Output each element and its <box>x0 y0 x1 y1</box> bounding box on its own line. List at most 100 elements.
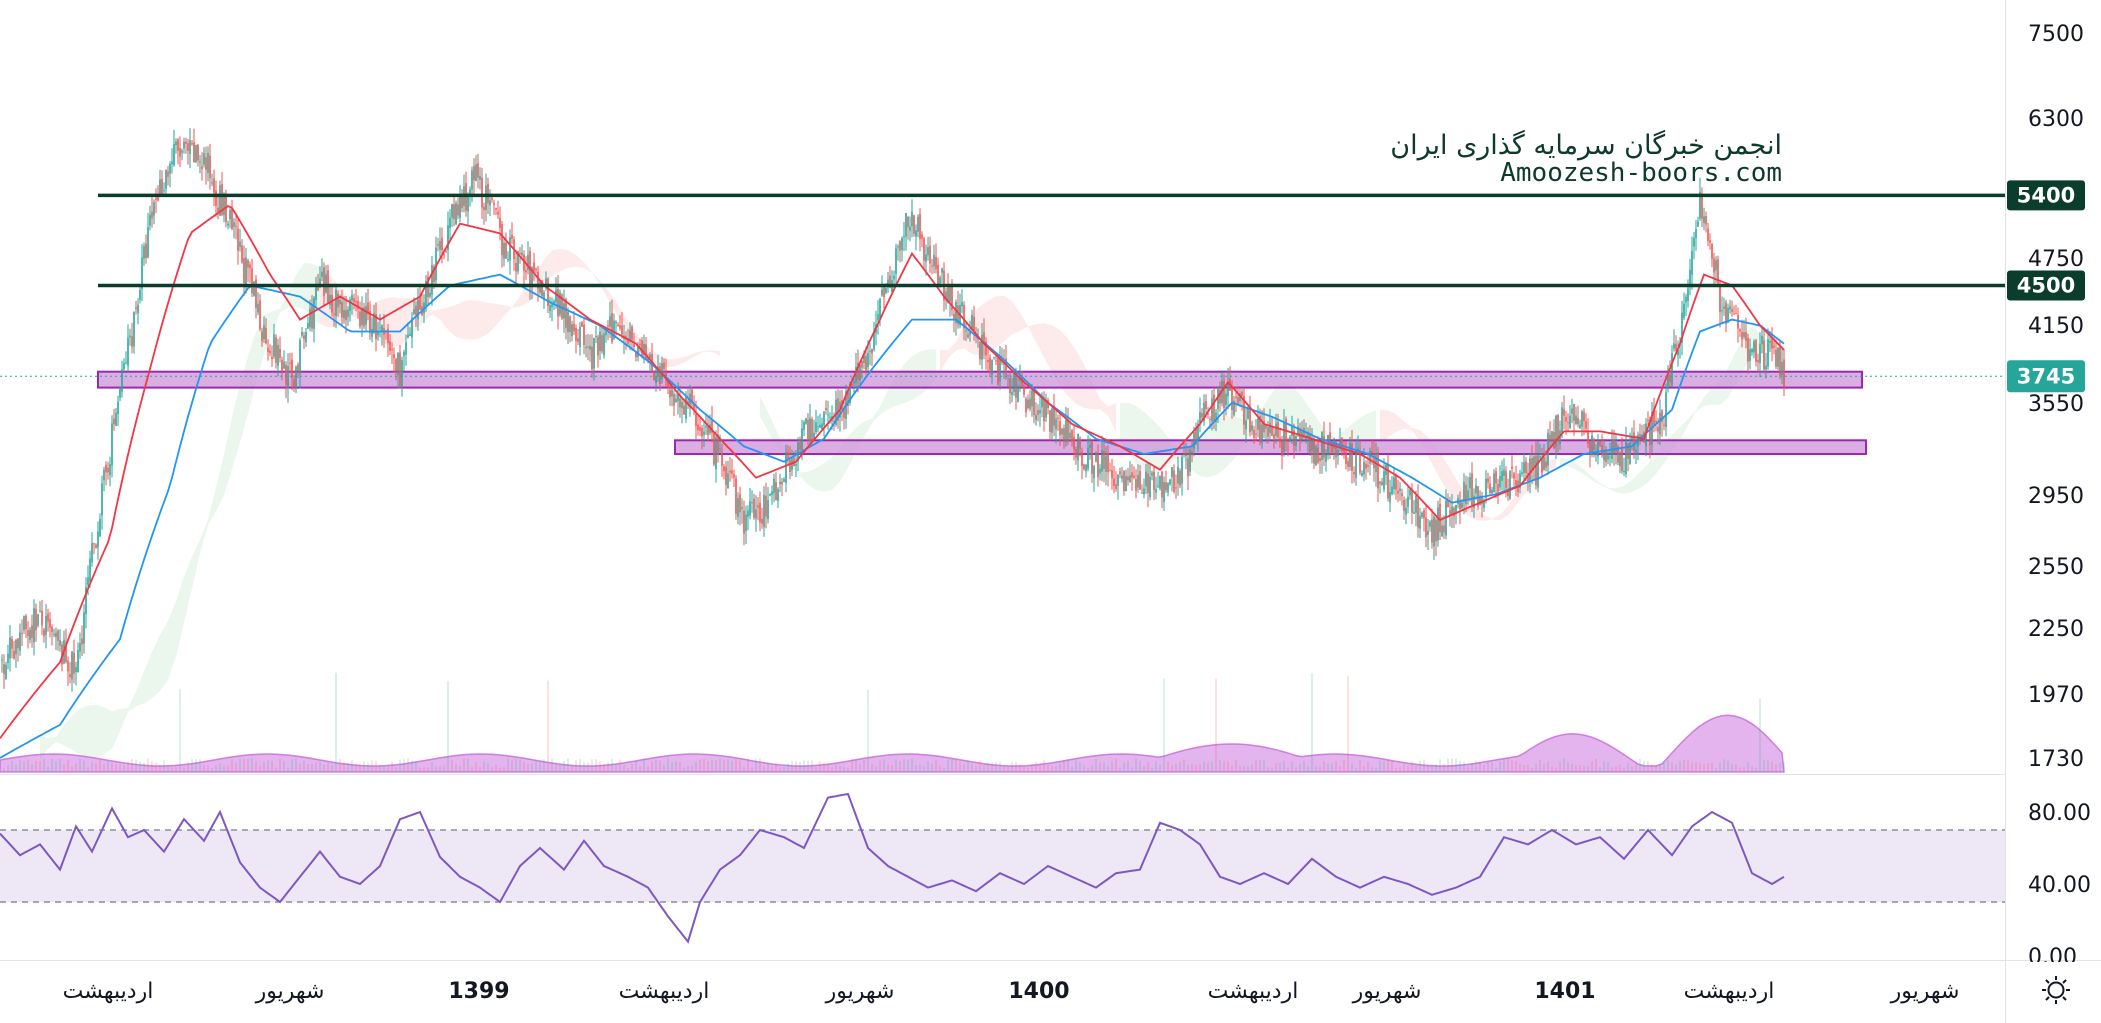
candle-body <box>35 608 37 631</box>
candle-body <box>205 157 207 170</box>
candle-body <box>811 419 813 443</box>
time-axis[interactable]: اردیبهشت شهریور 1399 اردیبهشت شهریور 1400 اردی… <box>63 979 1960 1004</box>
support-zone-2[interactable] <box>674 439 1867 455</box>
candle-body <box>549 305 551 311</box>
candle-body <box>823 411 825 426</box>
candle-body <box>1377 452 1379 489</box>
candle-body <box>125 362 127 364</box>
candle-body <box>799 442 801 450</box>
candle-body <box>1605 452 1607 463</box>
candle-body <box>1757 359 1759 363</box>
candle-body <box>1411 489 1413 513</box>
candle-body <box>191 143 193 145</box>
candle-body <box>817 426 819 428</box>
candle-body <box>281 359 283 372</box>
candle-body <box>179 148 181 157</box>
candle-body <box>467 194 469 212</box>
candle-body <box>1721 310 1723 312</box>
candle-body <box>1011 391 1013 395</box>
price-tick-label: 4150 <box>2028 314 2084 339</box>
support-zones <box>97 370 1867 455</box>
candle-body <box>1463 482 1465 502</box>
watermark: انجمن خبرگان سرمایه گذاری ایران Amoozesh… <box>1390 129 1782 188</box>
candle-body <box>701 427 703 437</box>
candle-body <box>97 531 99 548</box>
candle-body <box>877 314 879 320</box>
candle-body <box>95 544 97 548</box>
candle-body <box>583 324 585 345</box>
candle-body <box>31 625 33 638</box>
candle-body <box>1475 485 1477 494</box>
candle-body <box>339 299 341 305</box>
candle-body <box>431 265 433 295</box>
candle-body <box>1701 195 1703 219</box>
time-tick-label: شهریور <box>825 979 895 1004</box>
candle-body <box>279 348 281 358</box>
candle-body <box>757 505 759 508</box>
rsi-tick-label: 40.00 <box>2028 873 2091 898</box>
candle-body <box>965 330 967 332</box>
candle-body <box>1259 416 1261 443</box>
candle-body <box>901 238 903 251</box>
candle-body <box>239 241 241 247</box>
candle-body <box>903 236 905 238</box>
candle-body <box>639 343 641 345</box>
candle-body <box>153 202 155 216</box>
candle-body <box>1149 476 1151 498</box>
level-badge-5400 <box>2007 180 2085 211</box>
candle-body <box>69 674 71 678</box>
candle-body <box>879 298 881 319</box>
candle-body <box>1153 471 1155 490</box>
candle-body <box>1223 381 1225 408</box>
candle-body <box>11 638 13 649</box>
candle-body <box>355 301 357 303</box>
candle-body <box>1689 269 1691 286</box>
candle-body <box>361 307 363 326</box>
candle-body <box>887 279 889 287</box>
candle-body <box>227 223 229 226</box>
candle-body <box>1331 443 1333 453</box>
candle-body <box>29 629 31 640</box>
candle-body <box>1419 516 1421 529</box>
candle-body <box>1719 284 1721 313</box>
candle-body <box>1501 471 1503 481</box>
support-zone-1[interactable] <box>97 370 1863 389</box>
candle-body <box>1355 451 1357 478</box>
rsi-band <box>0 830 2005 902</box>
candle-body <box>1253 429 1255 438</box>
candle-body <box>1219 389 1221 404</box>
time-tick-label: اردیبهشت <box>1208 979 1299 1004</box>
candle-body <box>493 203 495 205</box>
candle-body <box>847 390 849 406</box>
price-axis[interactable]: 7500 6300 4750 4150 3550 2950 2550 2250 1970 1730 <box>2028 22 2084 772</box>
candle-body <box>451 204 453 218</box>
settings-button[interactable] <box>2006 962 2101 1023</box>
candle-body <box>85 587 87 615</box>
candle-body <box>289 362 291 364</box>
candle-body <box>285 364 287 385</box>
candle-body <box>1069 432 1071 439</box>
candle-body <box>613 320 615 339</box>
candle-body <box>1063 428 1065 441</box>
candle-body <box>1595 451 1597 455</box>
time-tick-label: شهریور <box>1890 979 1960 1004</box>
candle-body <box>1765 365 1767 370</box>
candle-body <box>319 278 321 286</box>
candle-body <box>1443 525 1445 533</box>
candle-body <box>1207 413 1209 415</box>
candle-body <box>1095 452 1097 462</box>
candle-body <box>1477 486 1479 507</box>
candle-body <box>247 260 249 268</box>
candle-body <box>59 640 61 646</box>
candle-body <box>257 303 259 313</box>
candle-body <box>973 316 975 331</box>
candle-body <box>1589 441 1591 454</box>
candle-body <box>1169 479 1171 485</box>
candle-body <box>559 292 561 315</box>
candle-body <box>501 223 503 256</box>
candle-body <box>187 143 189 151</box>
candle-body <box>1761 336 1763 345</box>
candle-body <box>755 509 757 519</box>
candle-body <box>1403 500 1405 512</box>
candle-body <box>67 660 69 672</box>
